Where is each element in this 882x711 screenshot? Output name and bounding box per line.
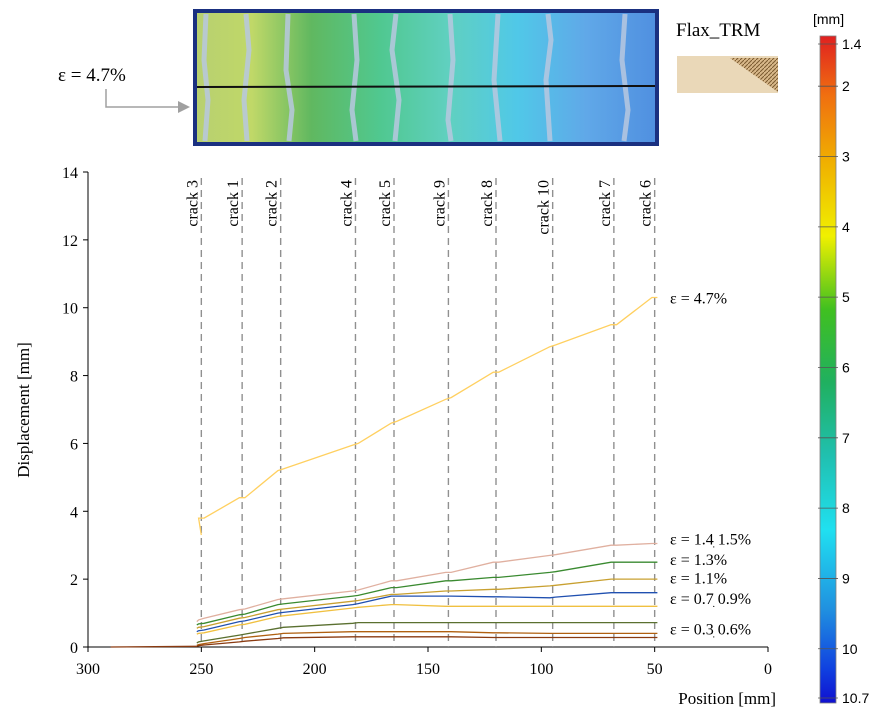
- x-ticks: 300 250 200 150 100 50 0: [76, 647, 772, 678]
- crack-marks: [201, 13, 631, 142]
- series-label: ε = 0.3ׅ 0.6%: [670, 621, 751, 638]
- colorbar-gradient: [819, 35, 837, 704]
- crack-label: crack 1: [225, 180, 242, 227]
- series-line: [196, 631, 658, 646]
- series-line: [196, 578, 658, 629]
- colorbar-unit: [mm]: [813, 11, 844, 27]
- y-tick-label: 6: [70, 436, 78, 453]
- x-tick-label: 200: [303, 661, 327, 678]
- x-tick-label: 300: [76, 661, 100, 678]
- crack-label: crack 6: [638, 180, 655, 227]
- crack-label: crack 10: [536, 180, 553, 235]
- reference-line: [196, 85, 656, 88]
- series-line: [196, 592, 658, 633]
- colorbar-tick-label: 7: [842, 430, 850, 446]
- crack-label: crack 7: [597, 180, 614, 227]
- colorbar-tick-label: 10.7: [842, 690, 869, 706]
- x-tick-label: 100: [529, 661, 553, 678]
- colorbar-tick-label: 6: [842, 359, 850, 375]
- series-lines: [110, 296, 658, 648]
- colorbar-tick-label: 2: [842, 78, 850, 94]
- x-axis-title: Position [mm]: [678, 689, 776, 708]
- y-tick-label: 10: [62, 301, 78, 318]
- series-label: ε = 4.7%: [670, 291, 727, 308]
- crack-label: crack 9: [431, 180, 448, 227]
- x-tick-label: 250: [189, 661, 213, 678]
- colorbar-tick-label: 8: [842, 500, 850, 516]
- series-label: ε = 1.3%: [670, 552, 727, 569]
- y-tick-label: 2: [70, 572, 78, 589]
- series-line: [196, 542, 658, 623]
- crack-label: crack 5: [377, 180, 394, 227]
- crack-label: crack 8: [479, 180, 496, 227]
- colorbar-tick-label: 1.4: [842, 36, 862, 52]
- colorbar-tick-label: 5: [842, 289, 850, 305]
- y-ticks: 0 2 4 6 8 10 12 14: [62, 165, 88, 657]
- series-line: [197, 296, 658, 536]
- series-label: ε = 0.7ׅ 0.9%: [670, 591, 751, 608]
- y-tick-label: 14: [62, 165, 78, 182]
- y-tick-label: 4: [70, 504, 78, 521]
- series-label: ε = 1.1%: [670, 570, 727, 587]
- colorbar: [mm] 1.4 2 3 4 5 6 7 8 9 10 10.7: [813, 11, 869, 706]
- crack-label: crack 3: [184, 180, 201, 227]
- series-baseline: [110, 645, 197, 648]
- y-tick-label: 8: [70, 369, 78, 386]
- specimen-thumbnail: [677, 56, 778, 93]
- y-tick-label: 0: [70, 640, 78, 657]
- y-tick-label: 12: [62, 233, 78, 250]
- colorbar-tick-label: 3: [842, 149, 850, 165]
- series-labels: ε = 4.7% ε = 1.4ׅ 1.5% ε = 1.3%ε = 1.1% ε =…: [670, 291, 751, 639]
- colorbar-tick-label: 10: [842, 641, 858, 657]
- series-line: [196, 561, 658, 626]
- crack-lines: crack 3 crack 1 crack 2 crack 4 crack 5 crack…: [184, 178, 656, 647]
- colorbar-ticks: 1.4 2 3 4 5 6 7 8 9 10 10.7: [818, 36, 869, 706]
- x-tick-label: 0: [764, 661, 772, 678]
- series-line: [196, 621, 658, 644]
- specimen-label: Flax_TRM: [676, 20, 761, 41]
- arrow-icon: [105, 89, 190, 113]
- crack-label: crack 4: [338, 180, 355, 227]
- specimen-image: [193, 9, 659, 146]
- y-axis-title: Displacement [mm]: [14, 342, 33, 478]
- series-line: [196, 636, 658, 647]
- x-tick-label: 150: [416, 661, 440, 678]
- series-label: ε = 1.4ׅ 1.5%: [670, 531, 751, 548]
- crack-label: crack 2: [264, 180, 281, 227]
- inset-strain-label: ε = 4.7%: [58, 65, 126, 86]
- colorbar-tick-label: 9: [842, 570, 850, 586]
- series-line: [196, 603, 658, 635]
- x-tick-label: 50: [647, 661, 663, 678]
- colorbar-tick-label: 4: [842, 219, 850, 235]
